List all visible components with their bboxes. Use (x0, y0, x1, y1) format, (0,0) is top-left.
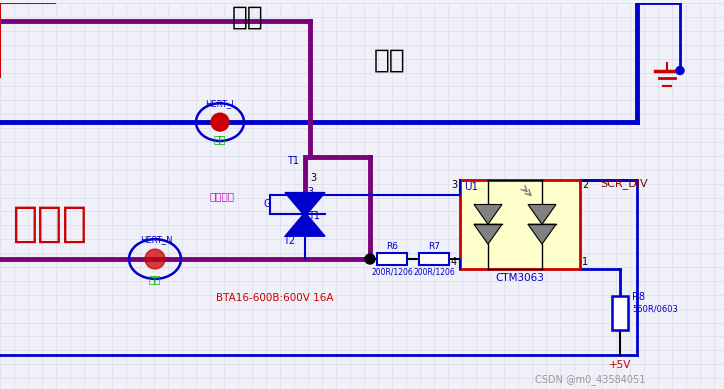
Circle shape (676, 67, 684, 75)
Text: R8: R8 (632, 292, 645, 302)
Polygon shape (528, 205, 556, 224)
Bar (612, 296, 628, 331)
Text: 560R/0603: 560R/0603 (632, 305, 678, 314)
Text: CTM3063: CTM3063 (495, 273, 544, 283)
Text: 焊盘: 焊盘 (214, 134, 226, 144)
Polygon shape (528, 224, 556, 244)
Text: 火线: 火线 (232, 5, 264, 31)
Bar (377, 253, 407, 265)
Circle shape (365, 254, 375, 264)
Text: 接发热丝: 接发热丝 (209, 191, 235, 202)
Text: 200R/1206: 200R/1206 (371, 268, 413, 277)
Text: T1: T1 (308, 211, 320, 221)
Circle shape (211, 113, 229, 131)
Polygon shape (474, 224, 502, 244)
Text: CSDN @m0_43584051: CSDN @m0_43584051 (535, 374, 645, 385)
Text: 发热丝: 发热丝 (12, 203, 88, 245)
Text: G: G (264, 200, 271, 209)
Bar (460, 180, 580, 269)
Bar (419, 253, 449, 265)
Text: 3: 3 (451, 180, 457, 189)
Text: T2: T2 (283, 236, 295, 246)
Text: R6: R6 (386, 242, 398, 251)
Text: SCR_DIV: SCR_DIV (600, 178, 648, 189)
Text: 4: 4 (451, 257, 457, 267)
Circle shape (145, 249, 165, 269)
Text: 200R/1206: 200R/1206 (413, 268, 455, 277)
Polygon shape (474, 205, 502, 224)
Text: 焊盘: 焊盘 (148, 274, 161, 284)
Text: HERT_N: HERT_N (140, 235, 172, 244)
Polygon shape (285, 212, 325, 236)
Polygon shape (285, 193, 325, 216)
Text: 2: 2 (582, 180, 588, 189)
Text: T1: T1 (287, 156, 299, 166)
Text: 3: 3 (307, 187, 313, 196)
Text: R7: R7 (428, 242, 440, 251)
Text: BTA16-600B:600V 16A: BTA16-600B:600V 16A (216, 293, 334, 303)
Text: 3: 3 (310, 173, 316, 183)
Text: HERT_L: HERT_L (206, 99, 236, 108)
Text: U1: U1 (464, 182, 478, 191)
Text: 零线: 零线 (374, 47, 406, 74)
Text: +5V: +5V (609, 360, 631, 370)
Text: 1: 1 (582, 257, 588, 267)
